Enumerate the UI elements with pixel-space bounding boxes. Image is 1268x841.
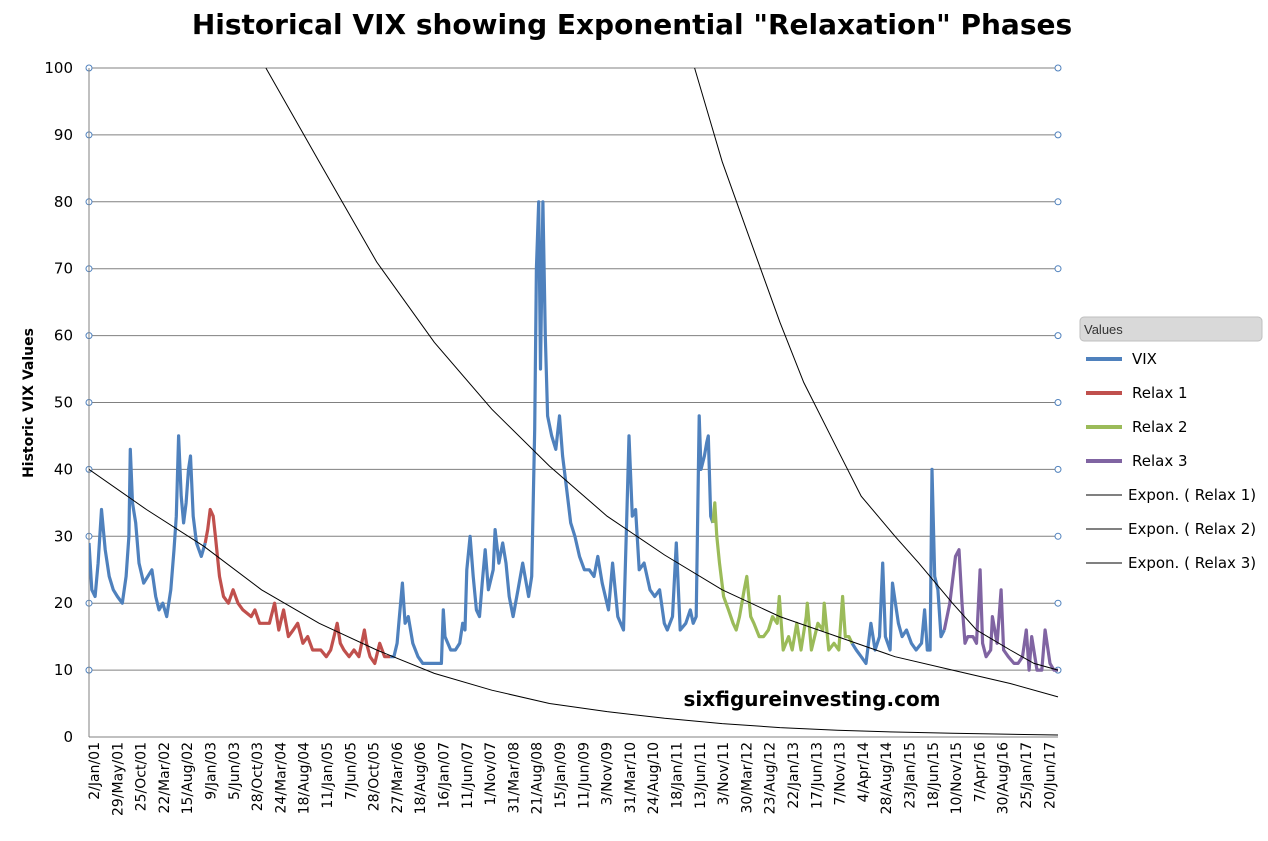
y-tick-label: 50 <box>54 394 73 412</box>
x-tick-label: 29/May/01 <box>110 742 126 816</box>
x-tick-label: 11/Jan/05 <box>320 742 336 809</box>
x-tick-label: 18/Jun/15 <box>926 742 942 809</box>
x-tick-label: 15/Jan/09 <box>553 742 569 809</box>
trendline-group <box>89 67 1059 736</box>
x-tick-label: 11/Jun/09 <box>576 742 592 809</box>
series-line-vix <box>89 434 207 619</box>
series-line-vix <box>390 200 715 666</box>
x-tick-label: 3/Nov/09 <box>600 742 616 805</box>
y-tick-label: 70 <box>54 260 73 278</box>
x-tick-label: 30/Mar/12 <box>739 742 755 813</box>
y-tick-label: 90 <box>54 126 73 144</box>
legend: Values VIX Relax 1 Relax 2 Relax 3 Expon. ( … <box>1079 316 1263 572</box>
x-tick-label: 30/Aug/16 <box>996 742 1012 814</box>
legend-label: Expon. ( Relax 1) <box>1128 486 1256 504</box>
axis-marker <box>1054 198 1062 206</box>
y-axis: 0 10 20 30 40 50 60 70 80 90 100 <box>44 59 73 746</box>
legend-title: Values <box>1084 322 1123 337</box>
trendline-expon-relax-3 <box>694 67 1059 671</box>
x-tick-label: 24/Mar/04 <box>273 742 289 814</box>
x-tick-label: 22/Jan/13 <box>786 742 802 809</box>
x-tick-label: 17/Jun/13 <box>809 742 825 809</box>
x-tick-label: 31/Mar/08 <box>506 742 522 813</box>
x-tick-label: 2/Jan/01 <box>87 742 103 800</box>
axis-marker <box>1054 465 1062 473</box>
legend-title-box <box>1079 316 1263 342</box>
y-tick-label: 100 <box>44 59 73 77</box>
legend-label: VIX <box>1132 350 1157 368</box>
axis-marker <box>1054 532 1062 540</box>
y-tick-label: 20 <box>54 594 73 612</box>
x-tick-label: 21/Aug/08 <box>530 742 546 814</box>
x-tick-label: 7/Jun/05 <box>343 742 359 800</box>
x-tick-label: 18/Aug/06 <box>413 742 429 814</box>
x-tick-label: 18/Aug/04 <box>297 742 313 814</box>
x-tick-label: 23/Aug/12 <box>763 742 779 814</box>
gridlines <box>85 64 1062 738</box>
x-tick-label: 15/Aug/02 <box>180 742 196 814</box>
x-tick-label: 23/Jan/15 <box>903 742 919 809</box>
x-tick-label: 28/Oct/05 <box>367 742 383 811</box>
x-tick-label: 20/Jun/17 <box>1042 742 1058 809</box>
series-group <box>89 200 1058 672</box>
x-tick-label: 31/Mar/10 <box>623 742 639 813</box>
x-tick-label: 25/Oct/01 <box>134 742 150 811</box>
x-tick-label: 28/Oct/03 <box>250 742 266 811</box>
axis-marker <box>1054 599 1062 607</box>
watermark-text: sixfigureinvesting.com <box>683 687 940 711</box>
x-tick-label: 9/Jan/03 <box>204 742 220 800</box>
axis-marker <box>1054 332 1062 340</box>
axis-marker <box>1054 265 1062 273</box>
chart-title: Historical VIX showing Exponential "Rela… <box>192 8 1072 41</box>
y-tick-label: 0 <box>63 728 73 746</box>
x-tick-label: 27/Mar/06 <box>390 742 406 814</box>
x-tick-label: 7/Apr/16 <box>972 742 988 802</box>
x-axis: 2/Jan/01 29/May/01 25/Oct/01 22/Mar/02 15/Au… <box>87 742 1058 816</box>
series-line-relax-2 <box>711 501 854 652</box>
y-axis-label: Historic VIX Values <box>21 328 37 478</box>
y-tick-label: 60 <box>54 327 73 345</box>
x-tick-label: 4/Apr/14 <box>856 742 872 802</box>
axis-marker <box>1054 399 1062 406</box>
axis-marker <box>1054 131 1062 139</box>
x-tick-label: 11/Jun/07 <box>460 742 476 809</box>
series-line-relax-1 <box>203 507 391 666</box>
legend-label: Relax 3 <box>1132 452 1188 470</box>
y-tick-label: 80 <box>54 193 73 211</box>
x-tick-label: 3/Nov/11 <box>716 742 732 805</box>
legend-label: Expon. ( Relax 2) <box>1128 520 1256 538</box>
series-line-relax-3 <box>942 548 1058 672</box>
y-tick-label: 10 <box>54 661 73 679</box>
y-tick-label: 40 <box>54 460 73 478</box>
x-tick-label: 25/Jan/17 <box>1019 742 1035 809</box>
legend-label: Expon. ( Relax 3) <box>1128 554 1256 572</box>
x-tick-label: 24/Aug/10 <box>646 742 662 814</box>
legend-label: Relax 2 <box>1132 418 1188 436</box>
x-tick-label: 7/Nov/13 <box>833 742 849 805</box>
x-tick-label: 28/Aug/14 <box>879 742 895 814</box>
series-line-vix <box>850 467 946 666</box>
y-tick-label: 30 <box>54 527 73 545</box>
x-tick-label: 18/Jan/11 <box>670 742 686 809</box>
trendline-expon-relax-2 <box>265 67 1059 698</box>
legend-label: Relax 1 <box>1132 384 1188 402</box>
x-tick-label: 13/Jun/11 <box>693 742 709 809</box>
x-tick-label: 5/Jun/03 <box>227 742 243 800</box>
x-tick-label: 16/Jan/07 <box>437 742 453 809</box>
x-tick-label: 1/Nov/07 <box>483 742 499 805</box>
axis-marker <box>1054 64 1062 72</box>
x-tick-label: 22/Mar/02 <box>157 742 173 813</box>
x-tick-label: 10/Nov/15 <box>949 742 965 814</box>
trendline-expon-relax-1 <box>89 468 1059 736</box>
